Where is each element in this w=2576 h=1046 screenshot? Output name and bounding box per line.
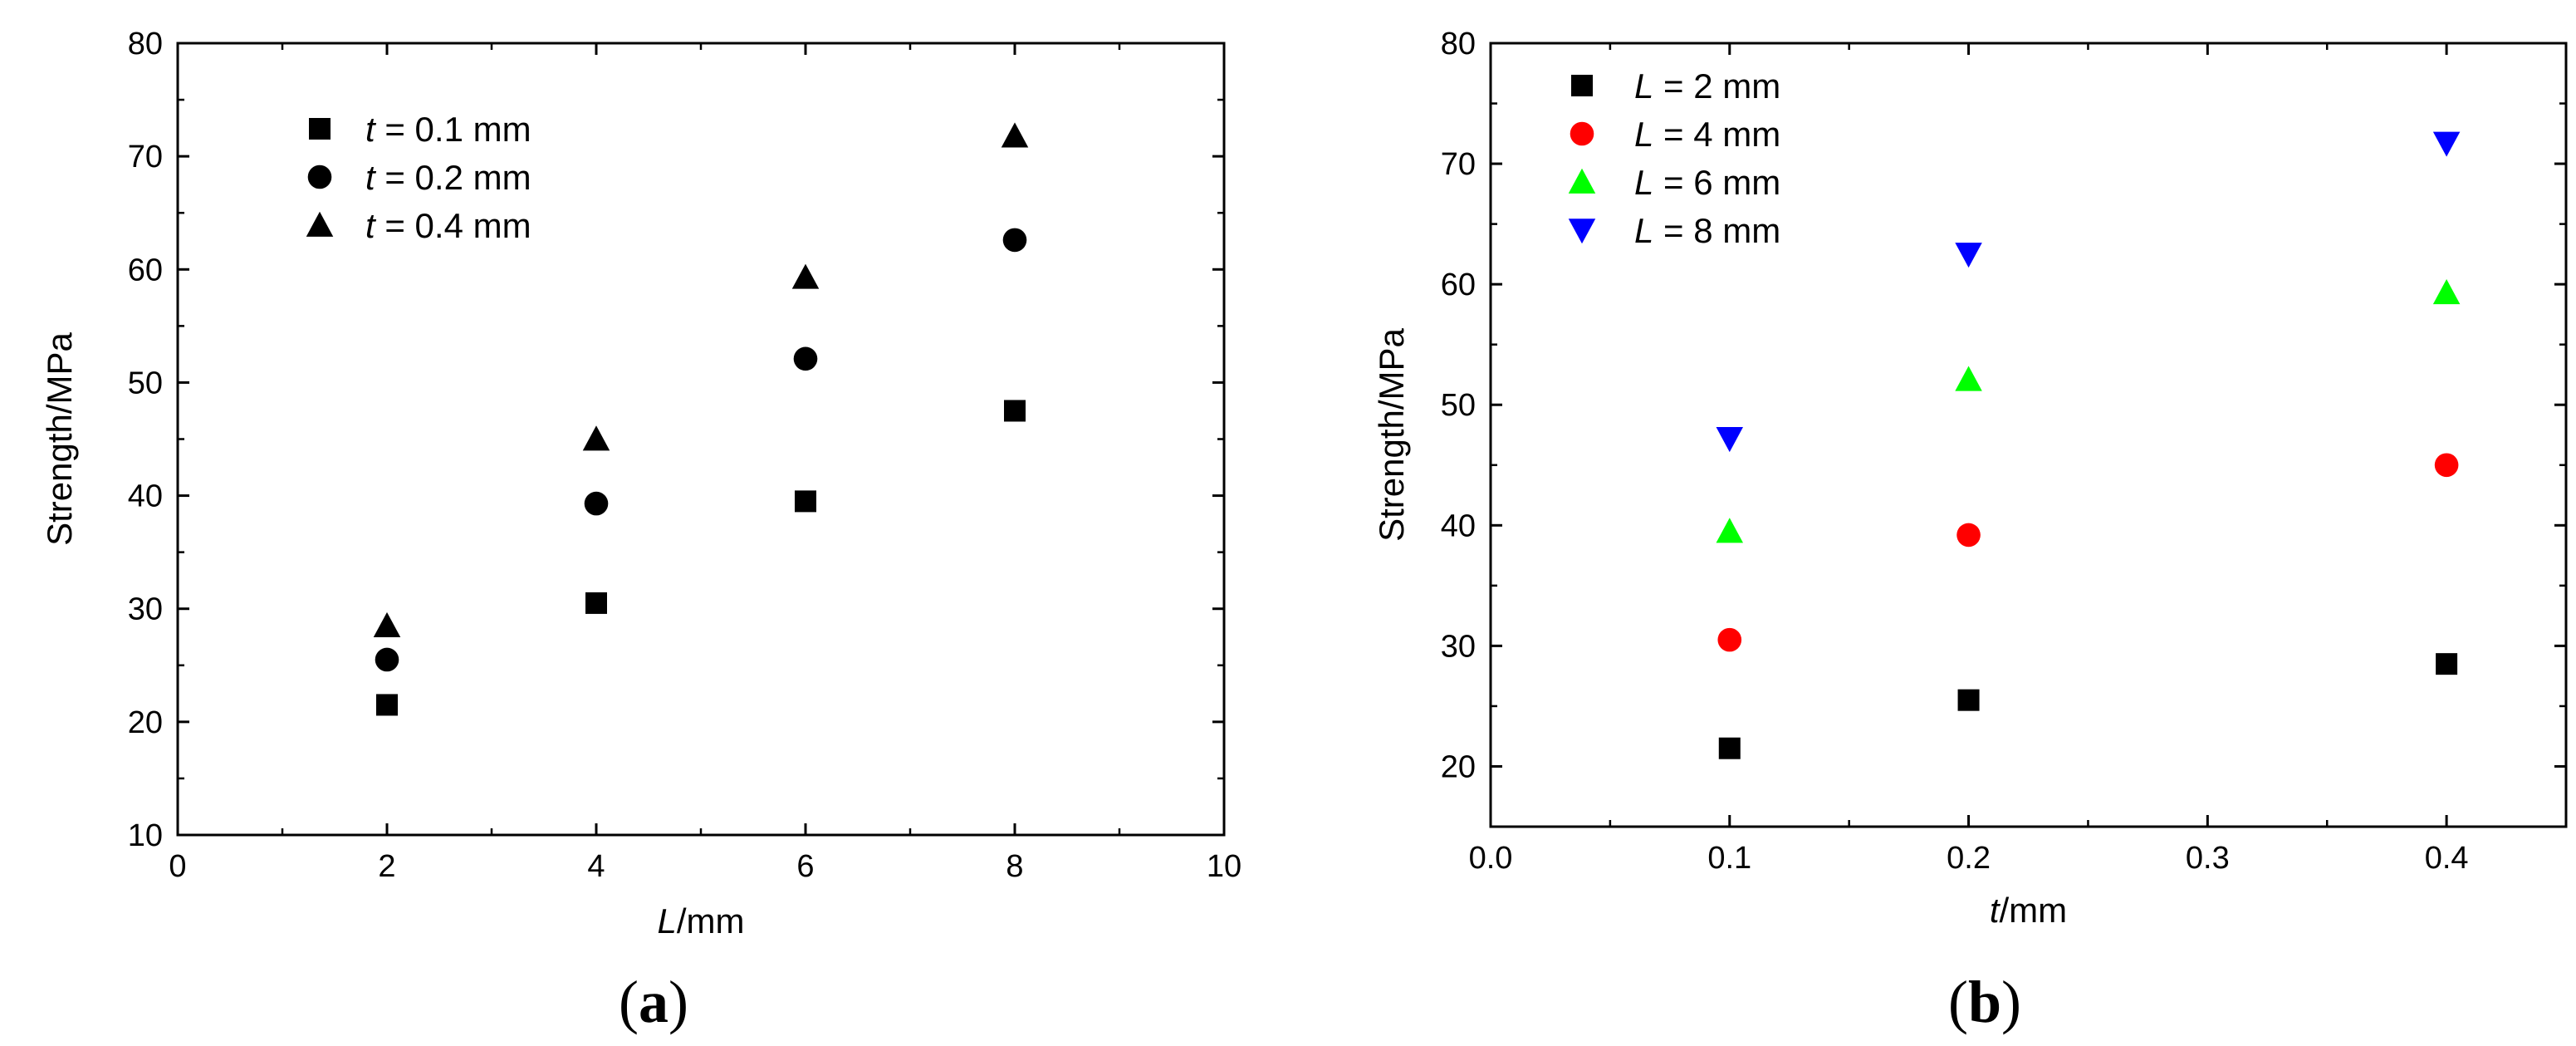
data-point — [2434, 453, 2459, 478]
legend: L = 2 mm L = 4 mm L = 6 mm L = 8 mm — [1568, 66, 1780, 250]
legend-marker — [1570, 121, 1594, 146]
chart-b: 0.0 0.1 0.2 0.3 0.4 20 30 40 50 60 70 80 t/mm Strengt… — [1372, 27, 2568, 1035]
x-tick-label: 8 — [1006, 849, 1023, 884]
legend-label: L = 4 mm — [1634, 115, 1780, 154]
plot-frame — [176, 42, 1226, 837]
legend-marker — [1568, 219, 1596, 244]
panel-caption: (a) — [619, 969, 688, 1035]
x-axis-label: t/mm — [1990, 891, 2067, 930]
data-point — [1718, 737, 1741, 759]
legend-marker — [307, 165, 332, 189]
y-tick-label: 10 — [128, 818, 163, 853]
legend-label: t = 0.4 mm — [365, 206, 531, 245]
legend-marker — [306, 211, 334, 237]
legend: t = 0.1 mm t = 0.2 mm t = 0.4 mm — [306, 110, 531, 245]
x-tick-label: 0.1 — [1707, 841, 1751, 876]
series-3 — [373, 122, 1029, 637]
y-tick-label: 70 — [1441, 147, 1476, 182]
x-tick-label: 0 — [169, 849, 186, 884]
y-tick-label: 80 — [128, 27, 163, 61]
y-tick-label: 50 — [128, 366, 163, 400]
chart-a: 0 2 4 6 8 10 10 20 30 40 50 60 70 80 L/mm Strength/MPa t… — [40, 27, 1241, 1035]
series-2 — [375, 228, 1027, 672]
data-point — [585, 592, 607, 614]
legend-label: L = 8 mm — [1634, 211, 1780, 250]
y-tick-label: 20 — [128, 705, 163, 740]
data-point — [375, 647, 399, 672]
data-point — [1002, 228, 1027, 253]
series-3 — [1716, 279, 2461, 543]
series-2 — [1717, 453, 2459, 652]
panel-caption: (b) — [1948, 969, 2021, 1035]
data-point — [373, 611, 401, 637]
y-tick-label: 70 — [128, 140, 163, 174]
y-tick-label: 40 — [1441, 508, 1476, 543]
y-axis-label: Strength/MPa — [1372, 327, 1411, 541]
y-tick-label: 30 — [1441, 629, 1476, 664]
legend-label: t = 0.1 mm — [365, 110, 531, 149]
y-tick-label: 60 — [1441, 268, 1476, 302]
y-tick-label: 20 — [1441, 749, 1476, 784]
data-point — [1955, 366, 1982, 391]
legend-label: L = 2 mm — [1634, 66, 1780, 106]
data-point — [376, 694, 398, 716]
data-point — [582, 425, 610, 451]
data-point — [1716, 427, 1744, 453]
y-tick-label: 30 — [128, 592, 163, 627]
data-point — [793, 346, 818, 371]
y-tick-label: 60 — [128, 253, 163, 287]
plot-frame — [1489, 42, 2568, 828]
data-point — [1001, 122, 1029, 148]
series-4 — [1716, 131, 2461, 453]
data-point — [2436, 653, 2458, 675]
y-tick-label: 50 — [1441, 388, 1476, 423]
data-point — [2432, 279, 2461, 305]
data-point — [795, 490, 816, 513]
data-point — [1717, 627, 1742, 652]
y-axis-label: Strength/MPa — [40, 331, 79, 545]
data-point — [1004, 400, 1026, 422]
legend-marker — [1571, 75, 1593, 96]
series-1 — [376, 400, 1026, 716]
data-point — [1956, 523, 1981, 548]
data-point — [1957, 689, 1980, 711]
x-tick-label: 4 — [587, 849, 605, 884]
series-1 — [1718, 653, 2458, 759]
y-tick-label: 80 — [1441, 27, 1476, 61]
y-tick-label: 40 — [128, 479, 163, 514]
x-tick-label: 0.4 — [2425, 841, 2469, 876]
data-point — [2432, 131, 2461, 157]
x-axis-label: L/mm — [657, 901, 744, 940]
x-tick-label: 10 — [1207, 849, 1241, 884]
x-tick-label: 6 — [796, 849, 814, 884]
data-point — [1716, 518, 1744, 543]
legend-marker — [1568, 168, 1596, 194]
data-point — [584, 491, 609, 516]
data-point — [791, 263, 820, 289]
data-point — [1955, 243, 1982, 268]
x-tick-label: 0.0 — [1469, 841, 1513, 876]
x-tick-label: 0.3 — [2186, 841, 2230, 876]
legend-label: L = 6 mm — [1634, 163, 1780, 202]
legend-marker — [309, 118, 331, 140]
legend-label: t = 0.2 mm — [365, 158, 531, 197]
x-tick-label: 2 — [378, 849, 395, 884]
x-tick-label: 0.2 — [1947, 841, 1991, 876]
